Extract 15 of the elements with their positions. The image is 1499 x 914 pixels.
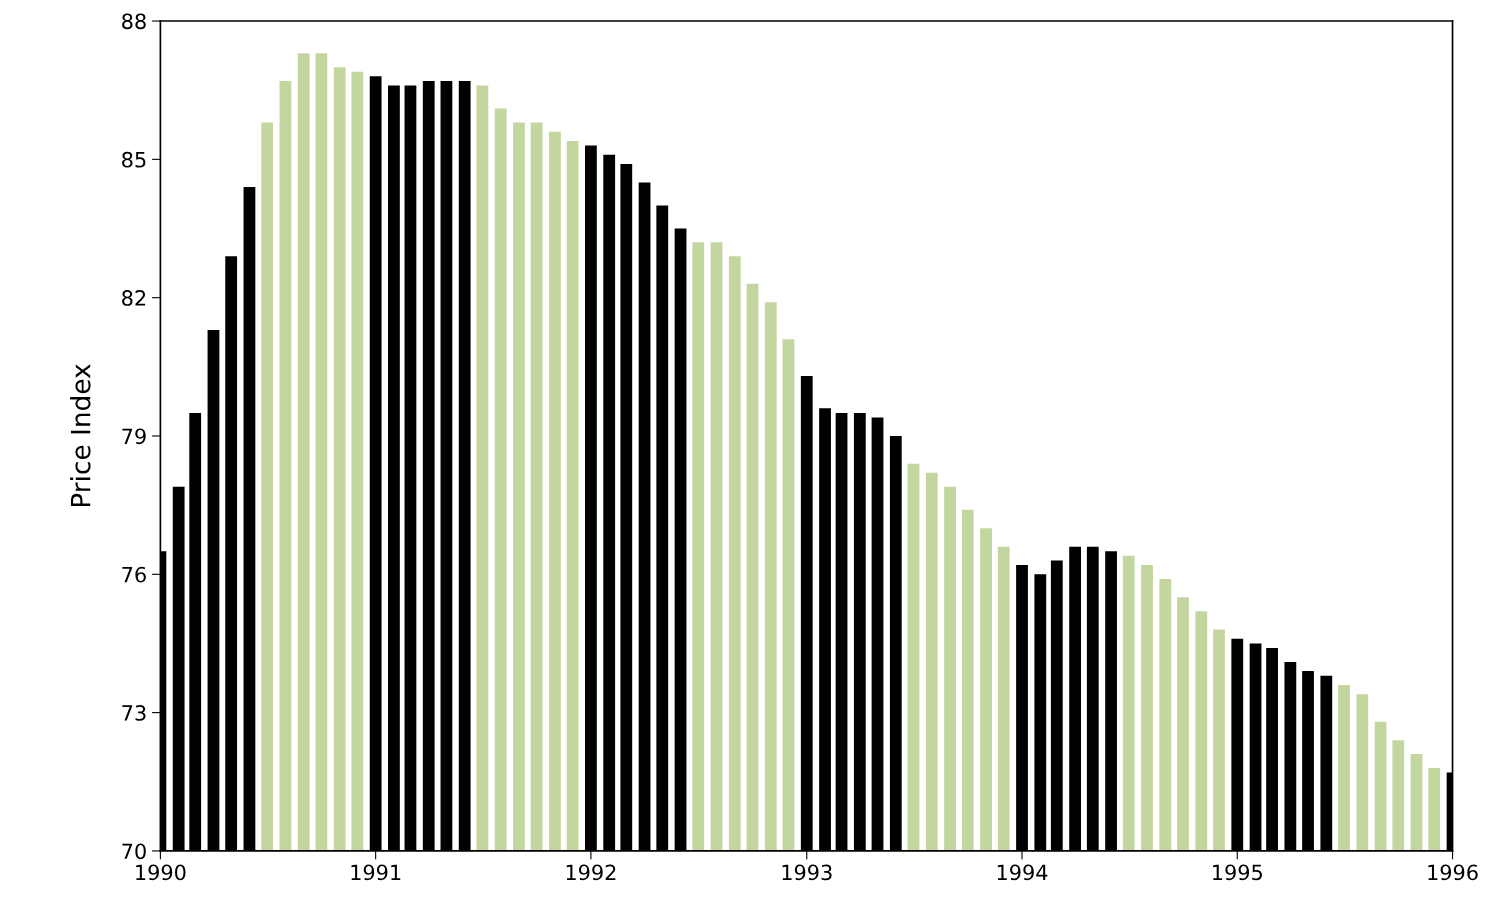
y-axis-title: Price Index: [70, 364, 91, 507]
x-tick-label: 1993: [782, 864, 832, 881]
y-tick-label: 82: [122, 290, 146, 306]
x-tick-label: 1992: [566, 864, 616, 881]
y-tick-label: 88: [122, 13, 146, 30]
y-tick-label: 76: [122, 566, 146, 583]
x-tick-label: 1990: [136, 864, 186, 881]
x-tick-label: 1994: [997, 864, 1048, 881]
x-tick-label: 1991: [351, 864, 401, 881]
x-tick-label: 1995: [1213, 864, 1262, 881]
y-tick-label: 73: [122, 705, 146, 721]
y-tick-label: 85: [122, 151, 146, 168]
x-tick-label: 1996: [1428, 864, 1478, 881]
y-tick-label: 79: [122, 428, 146, 445]
y-tick-label: 70: [122, 843, 146, 860]
